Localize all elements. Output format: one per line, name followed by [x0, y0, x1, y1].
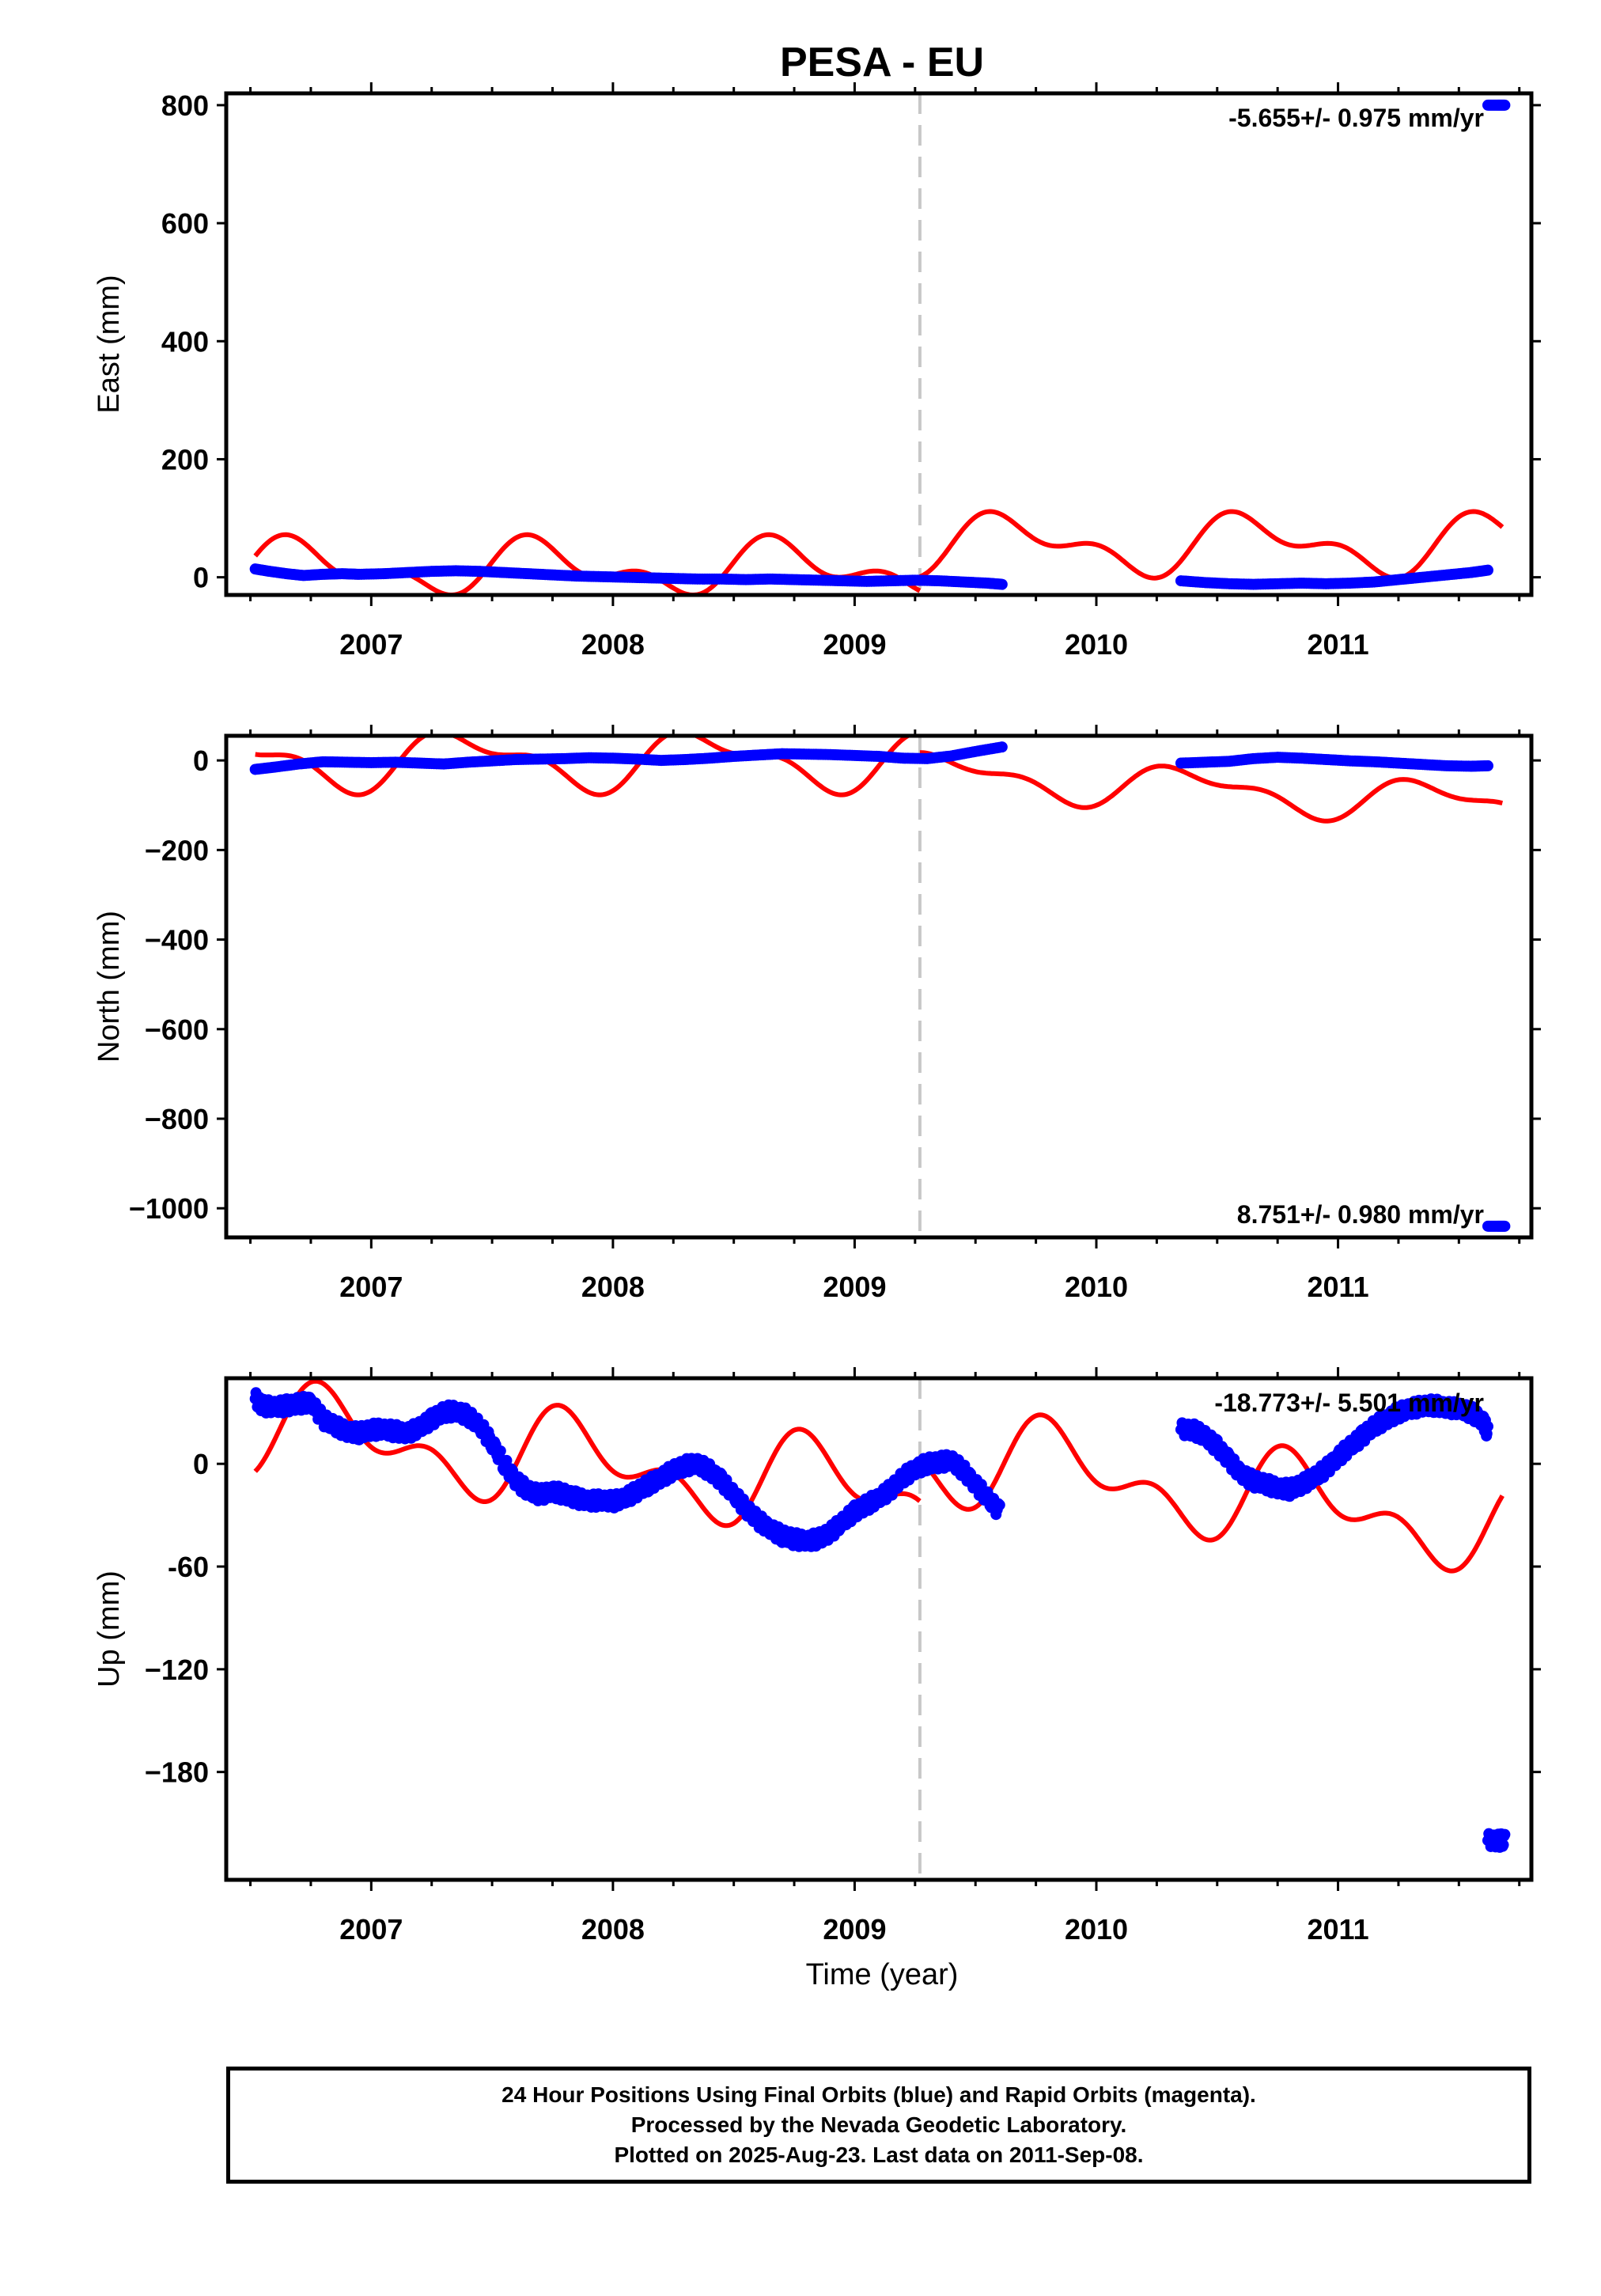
- y-tick-label: 0: [193, 1448, 209, 1480]
- data-point: [1482, 1420, 1493, 1432]
- x-tick-label: 2010: [1065, 1913, 1128, 1946]
- x-axis-label: Time (year): [806, 1958, 959, 1991]
- y-tick-label: −800: [145, 1103, 209, 1135]
- model-curve: [253, 532, 922, 595]
- y-tick-label: -60: [168, 1551, 209, 1583]
- model-curve: [918, 509, 1504, 581]
- up-panel: 0 -60 −120 −180 2007 2008 2009 2010 2011 Up (mm) -…: [93, 1367, 1541, 1946]
- x-tick-label: 2009: [823, 1271, 886, 1303]
- y-tick-label: 0: [193, 562, 209, 594]
- model-curve: [918, 1412, 1504, 1574]
- y-axis-label: East (mm): [93, 275, 126, 413]
- data-point: [994, 1499, 1005, 1511]
- y-tick-label: −180: [145, 1756, 209, 1789]
- y-tick-label: 600: [161, 207, 209, 240]
- x-tick-label: 2009: [823, 628, 886, 661]
- plot-frame: [224, 733, 1534, 1240]
- caption-line-1: 24 Hour Positions Using Final Orbits (bl…: [501, 2082, 1256, 2107]
- model-curve: [919, 750, 1504, 824]
- plot-frame: [224, 91, 1534, 597]
- y-tick-label: 0: [193, 744, 209, 777]
- y-axis-label: North (mm): [93, 911, 126, 1063]
- caption-line-2: Processed by the Nevada Geodetic Laborat…: [630, 2112, 1127, 2137]
- x-tick-label: 2009: [823, 1913, 886, 1946]
- x-tick-label: 2010: [1065, 628, 1128, 661]
- north-panel: 0 −200 −400 −600 −800 −1000 2007 2008 2009 2010 20…: [93, 725, 1541, 1303]
- data-point: [996, 578, 1008, 590]
- rate-label: -5.655+/- 0.975 mm/yr: [1228, 104, 1484, 132]
- y-tick-label: 200: [161, 443, 209, 475]
- plot-area: [249, 736, 1511, 1237]
- caption-line-3: Plotted on 2025-Aug-23. Last data on 201…: [614, 2143, 1144, 2167]
- data-point: [1482, 760, 1493, 771]
- east-panel: 0 200 400 600 800 2007 2008 2009 2010 2011 East (m…: [93, 82, 1541, 661]
- x-tick-label: 2007: [339, 1913, 403, 1946]
- rate-label: 8.751+/- 0.980 mm/yr: [1237, 1200, 1484, 1229]
- y-axis-label: Up (mm): [93, 1570, 126, 1688]
- data-point: [1499, 99, 1511, 111]
- y-tick-label: −200: [145, 834, 209, 866]
- y-tick-label: 400: [161, 325, 209, 358]
- x-tick-label: 2010: [1065, 1271, 1128, 1303]
- caption-box: 24 Hour Positions Using Final Orbits (bl…: [226, 2067, 1531, 2184]
- x-tick-label: 2011: [1308, 1271, 1369, 1303]
- data-point: [1497, 1839, 1509, 1851]
- x-tick-label: 2007: [339, 628, 403, 661]
- y-tick-label: −400: [145, 924, 209, 957]
- y-tick-label: −600: [145, 1013, 209, 1046]
- x-tick-label: 2011: [1308, 628, 1369, 661]
- figure-title: PESA - EU: [780, 40, 984, 85]
- x-tick-label: 2008: [581, 1913, 645, 1946]
- data-point: [996, 741, 1008, 753]
- data-point: [1499, 1828, 1511, 1840]
- data-point: [1482, 564, 1493, 576]
- rate-label: -18.773+/- 5.501 mm/yr: [1214, 1389, 1484, 1417]
- plot-frame: [224, 1376, 1534, 1882]
- x-tick-label: 2007: [339, 1271, 403, 1303]
- x-tick-label: 2008: [581, 1271, 645, 1303]
- data-point: [494, 1445, 506, 1457]
- y-tick-label: 800: [161, 89, 209, 122]
- x-tick-label: 2011: [1308, 1913, 1369, 1946]
- x-tick-label: 2008: [581, 628, 645, 661]
- data-point: [1499, 1220, 1511, 1232]
- y-tick-label: −1000: [129, 1192, 209, 1225]
- plot-area: [249, 1378, 1511, 1880]
- model-curve: [255, 736, 914, 798]
- plot-area: [249, 93, 1511, 595]
- y-tick-label: −120: [145, 1654, 209, 1686]
